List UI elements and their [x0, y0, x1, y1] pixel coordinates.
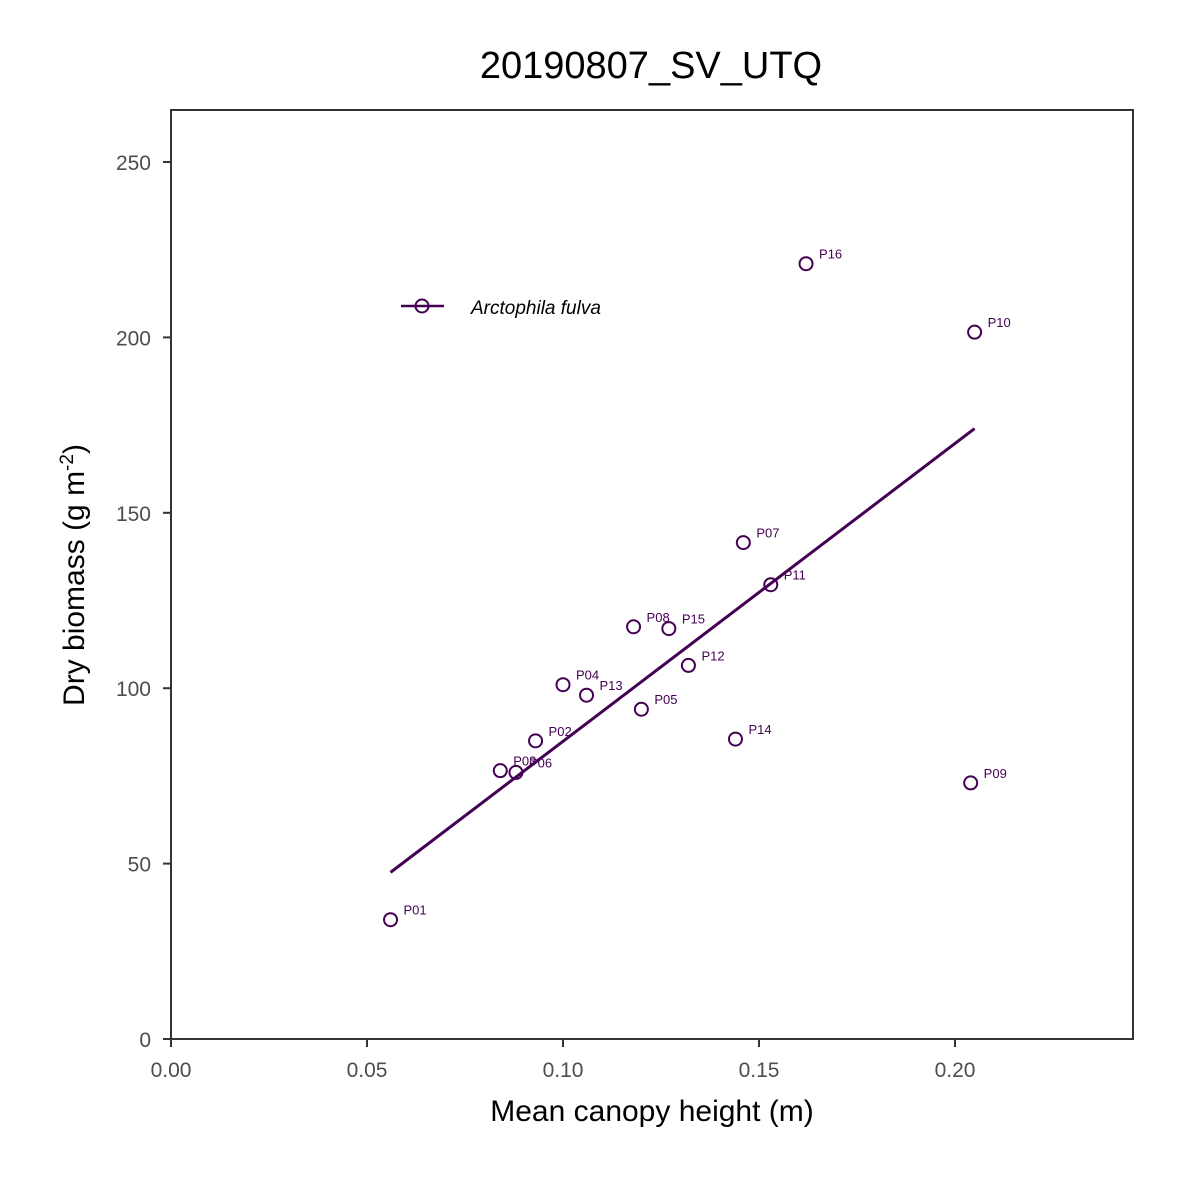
data-point-label: P11 [784, 568, 806, 583]
x-axis: 0.00 0.05 0.10 0.15 0.20 [151, 1039, 976, 1082]
x-tick-label: 0.15 [739, 1059, 780, 1082]
x-tick-label: 0.05 [347, 1059, 388, 1082]
regression-line [389, 427, 976, 874]
data-point-label: P16 [819, 247, 842, 262]
data-point [763, 577, 779, 593]
data-point-label: P10 [988, 315, 1011, 330]
data-point [661, 621, 677, 637]
y-tick-label: 50 [128, 854, 151, 877]
plot-panel [170, 109, 1134, 1040]
data-point-label: P07 [756, 526, 779, 541]
data-point-label: P02 [549, 724, 572, 739]
legend: Arctophila fulva [401, 298, 601, 319]
data-point [798, 256, 814, 272]
data-point-label: P14 [748, 722, 771, 737]
y-tick-label: 100 [116, 678, 151, 701]
data-point [492, 763, 508, 779]
y-tick-label: 150 [116, 503, 151, 526]
data-point [963, 775, 979, 791]
data-point-label: P06 [529, 755, 552, 770]
data-point [508, 764, 524, 780]
points-layer: P01 P02 P03 P04 P05 P06 P07 P08 P09 P10 P11 P12 P13 P… [383, 247, 1011, 928]
data-point-label: P01 [404, 903, 427, 918]
data-point [967, 324, 983, 340]
x-tick-label: 0.10 [543, 1059, 584, 1082]
data-point-label: P13 [600, 678, 623, 693]
data-point [633, 701, 649, 717]
data-point-label: P15 [682, 612, 705, 627]
x-tick-label: 0.00 [151, 1059, 192, 1082]
data-point-label: P09 [984, 766, 1007, 781]
data-point [555, 677, 571, 693]
data-point-label: P12 [701, 648, 724, 663]
y-axis-title-main: Dry biomass (g m [58, 471, 91, 706]
data-point [626, 619, 642, 635]
y-tick-label: 250 [116, 152, 151, 175]
data-point [727, 731, 743, 747]
y-axis: 0 50 100 150 200 250 [116, 152, 171, 1052]
y-axis-title-exponent: -2 [57, 454, 78, 471]
data-point-label: P03 [513, 754, 536, 769]
x-axis-title: Mean canopy height (m) [490, 1095, 814, 1128]
fit-line-layer [389, 427, 976, 874]
y-axis-title-end: ) [58, 444, 91, 454]
data-point-label: P08 [647, 610, 670, 625]
data-point-label: P04 [576, 668, 599, 683]
x-tick-label: 0.20 [935, 1059, 976, 1082]
legend-point-key [414, 298, 430, 314]
data-point-label: P05 [654, 692, 677, 707]
data-point [735, 535, 751, 551]
y-tick-label: 200 [116, 327, 151, 350]
data-point [680, 657, 696, 673]
data-point [528, 733, 544, 749]
y-tick-label: 0 [139, 1029, 151, 1052]
legend-entry-label: Arctophila fulva [470, 298, 601, 319]
y-axis-title: Dry biomass (g m-2) [57, 444, 91, 706]
data-point [579, 687, 595, 703]
chart-title: 20190807_SV_UTQ [480, 45, 822, 87]
data-point [383, 912, 399, 928]
